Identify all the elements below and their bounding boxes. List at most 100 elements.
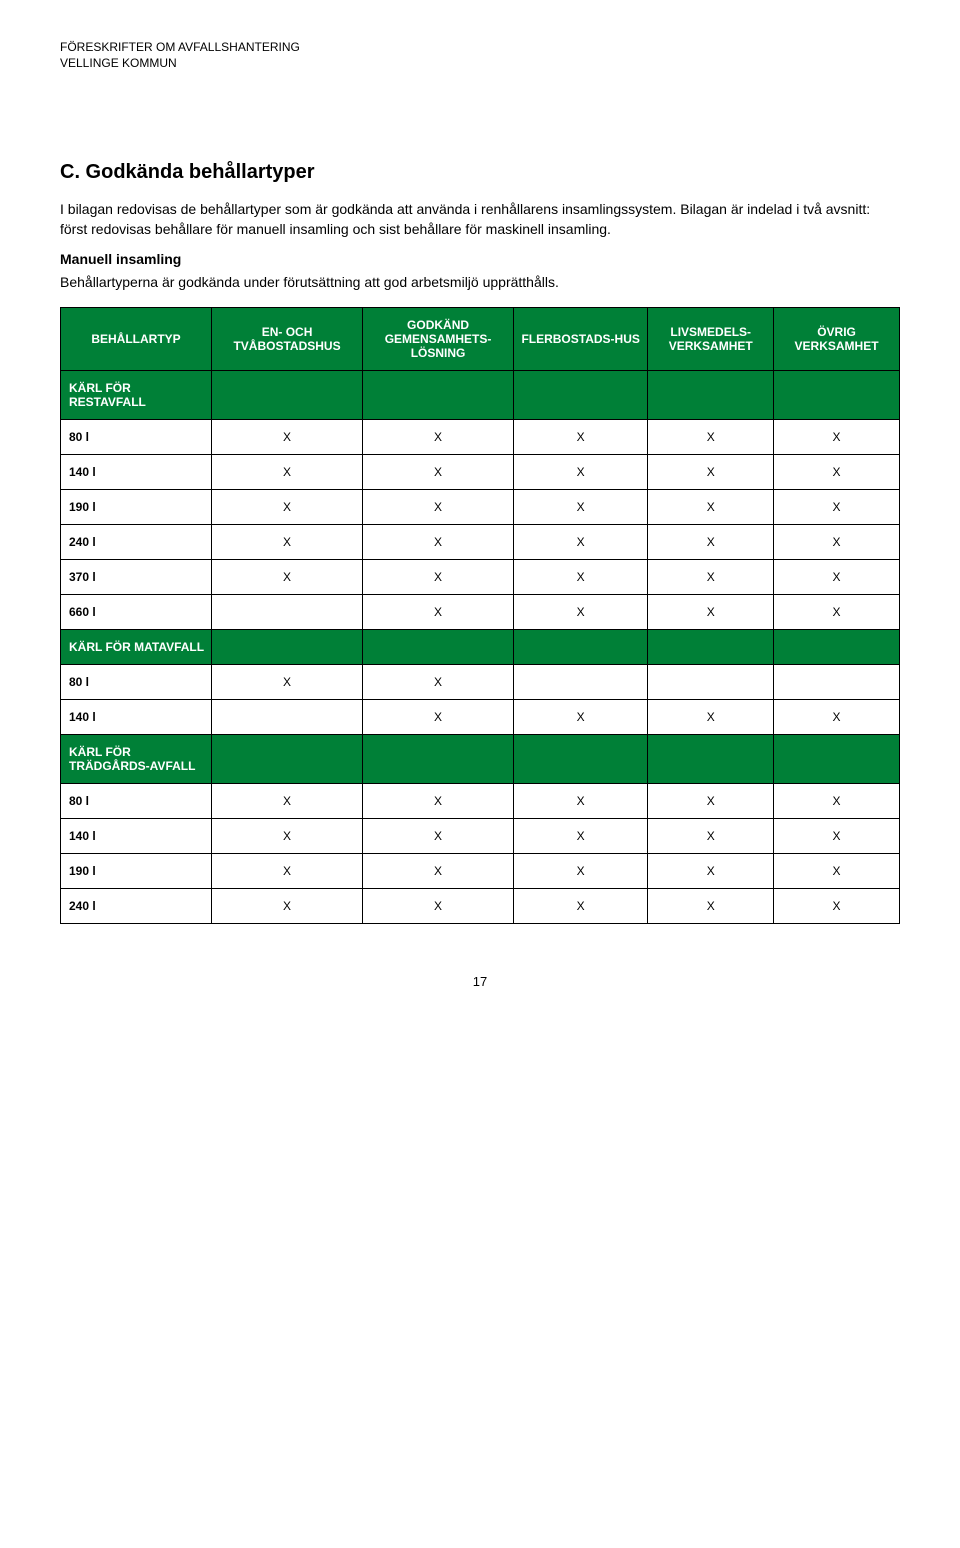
table-cell: X xyxy=(212,559,363,594)
table-cell: X xyxy=(648,594,774,629)
table-cell xyxy=(774,664,900,699)
table-cell: X xyxy=(648,454,774,489)
table-row: 80 lXX xyxy=(61,664,900,699)
table-cell xyxy=(212,594,363,629)
row-label: 660 l xyxy=(61,594,212,629)
row-label: 240 l xyxy=(61,524,212,559)
table-cell: X xyxy=(363,489,514,524)
table-cell: X xyxy=(774,818,900,853)
row-label: 190 l xyxy=(61,489,212,524)
table-section-blank xyxy=(514,734,648,783)
table-cell: X xyxy=(514,888,648,923)
table-cell: X xyxy=(648,853,774,888)
paragraph-manuell: Behållartyperna är godkända under föruts… xyxy=(60,273,900,293)
row-label: 370 l xyxy=(61,559,212,594)
table-section-title: KÄRL FÖR TRÄDGÅRDS-AVFALL xyxy=(61,734,212,783)
table-section-blank xyxy=(774,734,900,783)
table-cell: X xyxy=(648,419,774,454)
table-section-blank xyxy=(212,370,363,419)
table-cell: X xyxy=(212,818,363,853)
row-label: 140 l xyxy=(61,699,212,734)
col-header: EN- OCH TVÅBOSTADSHUS xyxy=(212,307,363,370)
row-label: 190 l xyxy=(61,853,212,888)
intro-paragraph: I bilagan redovisas de behållartyper som… xyxy=(60,200,900,239)
col-header: GODKÄND GEMENSAMHETS-LÖSNING xyxy=(363,307,514,370)
table-cell xyxy=(514,664,648,699)
table-cell: X xyxy=(648,783,774,818)
table-row: 80 lXXXXX xyxy=(61,783,900,818)
table-cell: X xyxy=(514,594,648,629)
table-section-blank xyxy=(514,370,648,419)
table-cell: X xyxy=(648,818,774,853)
col-header: LIVSMEDELS-VERKSAMHET xyxy=(648,307,774,370)
table-cell: X xyxy=(514,419,648,454)
row-label: 240 l xyxy=(61,888,212,923)
table-section-blank xyxy=(648,734,774,783)
table-cell: X xyxy=(363,699,514,734)
table-cell: X xyxy=(774,419,900,454)
table-section-blank xyxy=(774,370,900,419)
table-row: 660 lXXXX xyxy=(61,594,900,629)
table-row: 370 lXXXXX xyxy=(61,559,900,594)
table-cell: X xyxy=(648,524,774,559)
col-header: ÖVRIG VERKSAMHET xyxy=(774,307,900,370)
table-row: 190 lXXXXX xyxy=(61,489,900,524)
subheading-manuell: Manuell insamling xyxy=(60,251,900,267)
doc-header-line1: FÖRESKRIFTER OM AVFALLSHANTERING xyxy=(60,40,900,56)
page-title: C. Godkända behållartyper xyxy=(60,161,900,184)
doc-header: FÖRESKRIFTER OM AVFALLSHANTERING VELLING… xyxy=(60,40,900,71)
table-cell: X xyxy=(212,524,363,559)
table-cell: X xyxy=(212,454,363,489)
table-cell: X xyxy=(514,818,648,853)
table-cell: X xyxy=(363,664,514,699)
table-cell: X xyxy=(212,783,363,818)
table-cell: X xyxy=(363,888,514,923)
table-row: 240 lXXXXX xyxy=(61,888,900,923)
table-cell: X xyxy=(774,853,900,888)
table-row: 140 lXXXX xyxy=(61,699,900,734)
col-header: FLERBOSTADS-HUS xyxy=(514,307,648,370)
table-cell: X xyxy=(774,489,900,524)
table-section-blank xyxy=(212,629,363,664)
table-cell: X xyxy=(514,853,648,888)
table-cell: X xyxy=(514,699,648,734)
table-section-title: KÄRL FÖR MATAVFALL xyxy=(61,629,212,664)
table-row: 240 lXXXXX xyxy=(61,524,900,559)
table-section-row: KÄRL FÖR MATAVFALL xyxy=(61,629,900,664)
row-label: 80 l xyxy=(61,664,212,699)
table-cell: X xyxy=(774,699,900,734)
table-cell: X xyxy=(774,783,900,818)
table-cell: X xyxy=(648,489,774,524)
table-cell: X xyxy=(363,818,514,853)
table-section-row: KÄRL FÖR TRÄDGÅRDS-AVFALL xyxy=(61,734,900,783)
table-cell: X xyxy=(514,489,648,524)
table-cell: X xyxy=(514,783,648,818)
behallartyp-table: BEHÅLLARTYP EN- OCH TVÅBOSTADSHUS GODKÄN… xyxy=(60,307,900,924)
table-cell: X xyxy=(363,853,514,888)
table-row: 190 lXXXXX xyxy=(61,853,900,888)
table-cell: X xyxy=(514,524,648,559)
table-cell: X xyxy=(363,454,514,489)
table-cell: X xyxy=(363,559,514,594)
table-section-title: KÄRL FÖR RESTAVFALL xyxy=(61,370,212,419)
table-row: 140 lXXXXX xyxy=(61,818,900,853)
table-cell xyxy=(212,699,363,734)
row-label: 80 l xyxy=(61,783,212,818)
table-cell: X xyxy=(363,594,514,629)
table-cell: X xyxy=(648,559,774,594)
page-number: 17 xyxy=(60,974,900,989)
table-cell: X xyxy=(212,888,363,923)
col-header: BEHÅLLARTYP xyxy=(61,307,212,370)
table-section-blank xyxy=(648,629,774,664)
table-cell: X xyxy=(774,888,900,923)
table-cell: X xyxy=(774,559,900,594)
table-cell: X xyxy=(363,419,514,454)
table-cell: X xyxy=(774,524,900,559)
table-cell: X xyxy=(212,853,363,888)
table-section-blank xyxy=(774,629,900,664)
table-section-blank xyxy=(363,734,514,783)
table-cell xyxy=(648,664,774,699)
table-cell: X xyxy=(774,594,900,629)
doc-header-line2: VELLINGE KOMMUN xyxy=(60,56,900,72)
table-cell: X xyxy=(774,454,900,489)
